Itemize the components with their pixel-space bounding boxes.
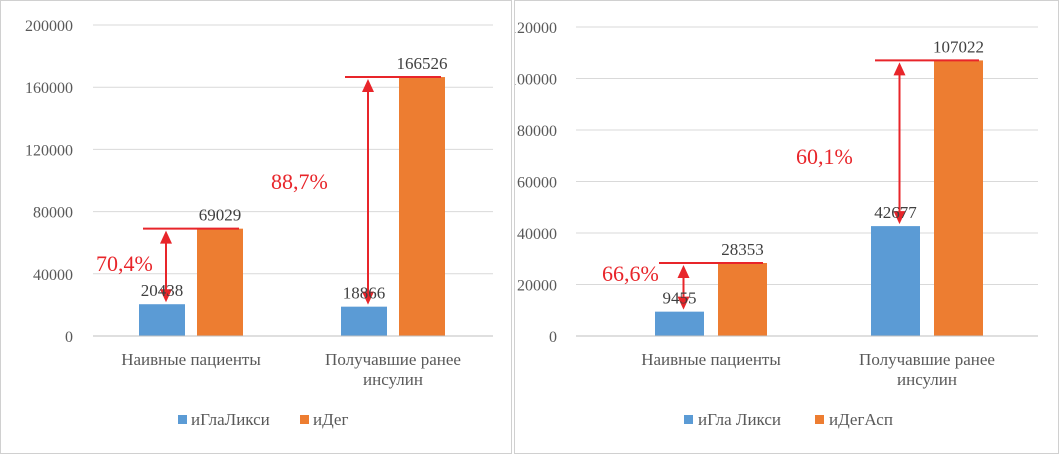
legend-label-left-1: иДег: [313, 410, 348, 429]
legend-swatch-right-1: [815, 415, 824, 424]
y-tick-label-right-0: 0: [549, 329, 557, 346]
bar-right-series1-1: [871, 226, 920, 336]
arrow-head-up-right-0: [677, 264, 690, 278]
arrow-head-up-left-0: [160, 230, 172, 244]
arrow-head-down-left-0: [160, 289, 172, 303]
percent-annotation-right-0: 66,6%: [602, 261, 659, 286]
y-tick-label-right-1: 20000: [517, 278, 557, 295]
y-tick-label-right-4: 80000: [517, 123, 557, 140]
y-tick-label-right-6: 120000: [515, 20, 557, 37]
bar-left-series1-0: [139, 304, 185, 336]
data-label-left-series2-1: 166526: [397, 54, 448, 73]
legend-label-right-1: иДегАсп: [829, 410, 893, 429]
y-tick-label-right-5: 100000: [515, 72, 557, 89]
category-label-right-0-0: Наивные пациенты: [641, 350, 781, 369]
y-tick-label-right-3: 60000: [517, 175, 557, 192]
percent-annotation-right-1: 60,1%: [796, 144, 853, 169]
arrow-head-down-left-1: [362, 291, 374, 305]
arrow-head-up-left-1: [362, 79, 374, 93]
chart-right-panel: 0 20000 40000 60000 80000 100000 120000 Наивные…: [514, 0, 1059, 454]
y-tick-label-right-2: 40000: [517, 226, 557, 243]
bar-right-series2-1: [934, 60, 983, 337]
data-label-right-series1-1: 42677: [874, 203, 917, 222]
data-label-right-series1-0: 9455: [663, 289, 697, 308]
arrow-head-down-right-0: [677, 296, 690, 310]
bar-left-series2-0: [197, 228, 243, 336]
data-label-left-series2-0: 69029: [199, 206, 242, 225]
arrow-head-down-right-1: [893, 211, 906, 225]
chart-left: 0 40000 80000 120000 160000 200000 Наивные пац…: [25, 18, 493, 429]
data-label-left-series1-1: 18866: [343, 284, 386, 303]
y-tick-label-left-4: 160000: [25, 80, 73, 97]
legend-swatch-left-1: [300, 415, 309, 424]
category-label-left-1-0: Получавшие ранее: [325, 350, 461, 369]
y-tick-label-left-1: 40000: [33, 267, 73, 284]
legend-swatch-right-0: [684, 415, 693, 424]
data-label-left-series1-0: 20438: [141, 281, 184, 300]
bar-right-series1-0: [655, 311, 704, 336]
category-label-right-1-1: инсулин: [897, 370, 957, 389]
legend-label-right-0: иГла Ликси: [698, 410, 781, 429]
y-tick-label-left-3: 120000: [25, 142, 73, 159]
arrow-head-up-right-1: [893, 62, 906, 76]
category-label-left-1-1: инсулин: [363, 370, 423, 389]
legend-swatch-left-0: [178, 415, 187, 424]
percent-annotation-left-1: 88,7%: [271, 169, 328, 194]
y-tick-label-left-5: 200000: [25, 18, 73, 35]
legend-label-left-0: иГлаЛикси: [191, 410, 270, 429]
data-label-right-series2-1: 107022: [933, 37, 984, 56]
category-label-right-1-0: Получавшие ранее: [859, 350, 995, 369]
bar-right-series2-0: [718, 262, 767, 336]
category-label-left-0-0: Наивные пациенты: [121, 350, 261, 369]
chart-left-panel: 0 40000 80000 120000 160000 200000 Наивные пац…: [0, 0, 512, 454]
bar-left-series2-1: [399, 77, 445, 337]
y-tick-label-left-2: 80000: [33, 205, 73, 222]
data-label-right-series2-0: 28353: [721, 240, 764, 259]
y-tick-label-left-0: 0: [65, 329, 73, 346]
bar-left-series1-1: [341, 306, 387, 336]
chart-right: 0 20000 40000 60000 80000 100000 120000 Наивные…: [515, 20, 1038, 429]
percent-annotation-left-0: 70,4%: [96, 251, 153, 276]
